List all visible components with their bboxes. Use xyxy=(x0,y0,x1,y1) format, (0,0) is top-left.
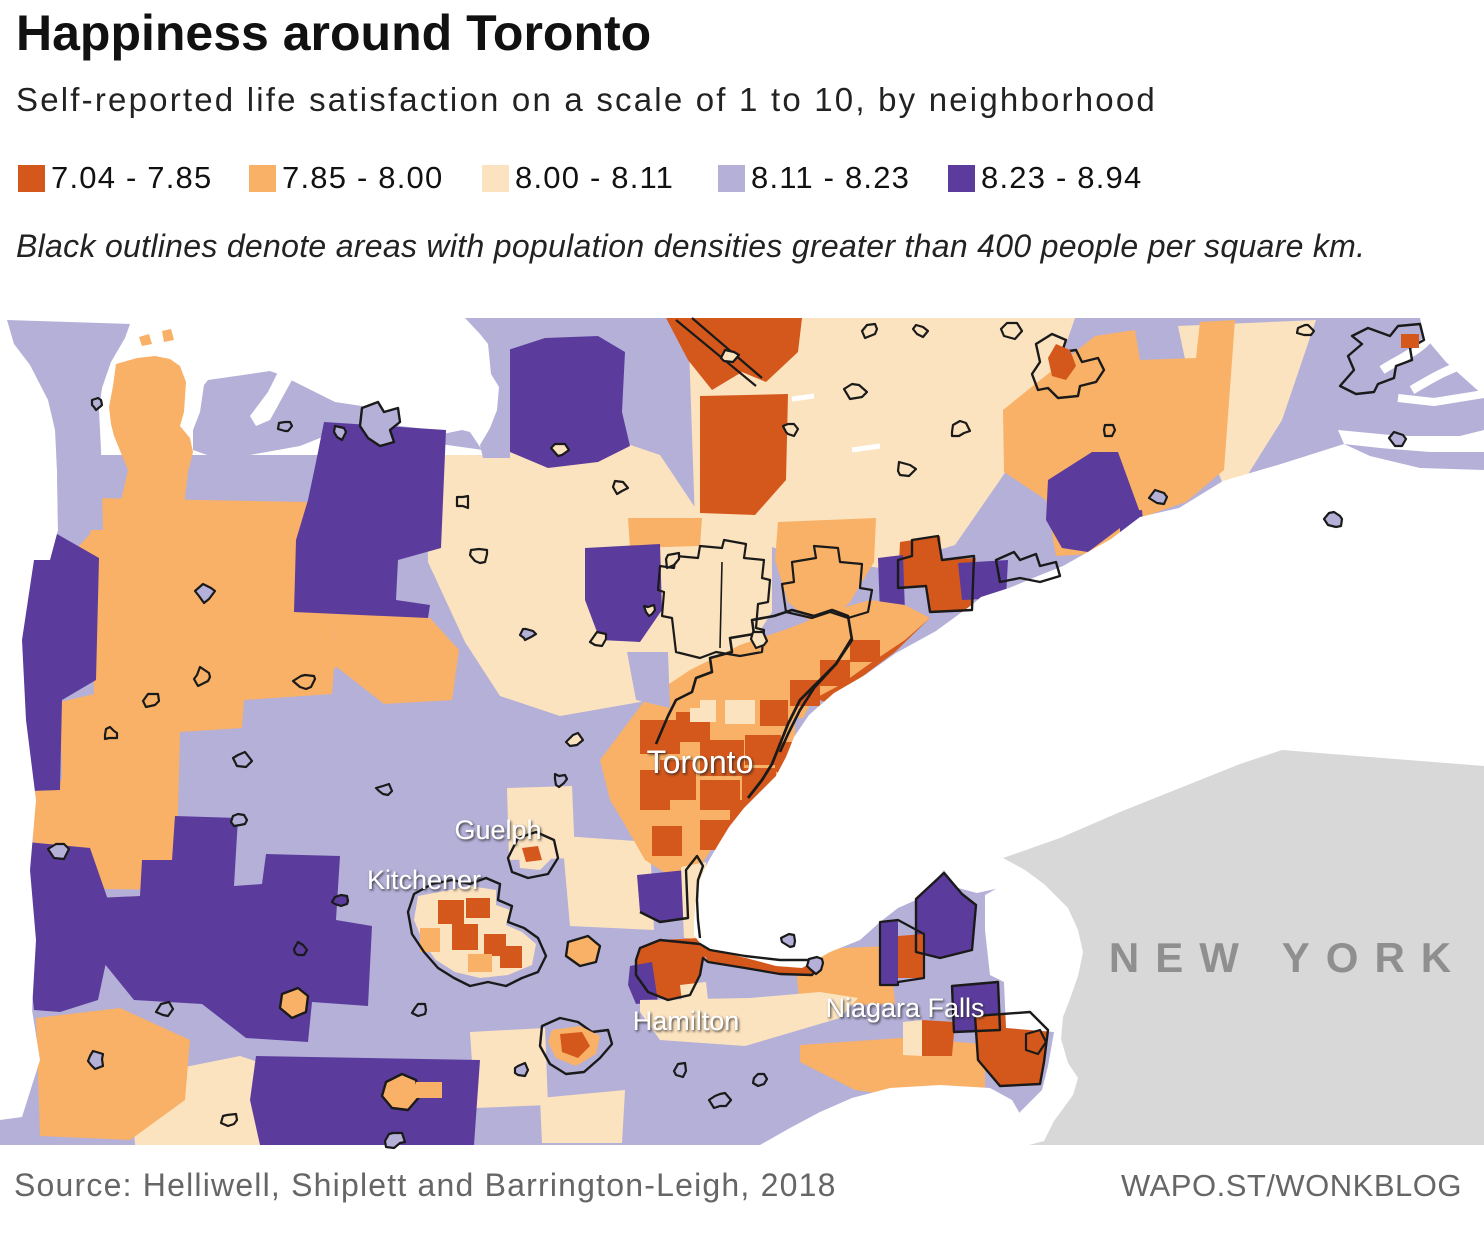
svg-text:7.04 - 7.85: 7.04 - 7.85 xyxy=(51,160,212,195)
svg-text:8.23 - 8.94: 8.23 - 8.94 xyxy=(981,160,1142,195)
svg-text:Happiness around Toronto: Happiness around Toronto xyxy=(16,5,651,61)
svg-text:8.11 - 8.23: 8.11 - 8.23 xyxy=(751,160,910,195)
svg-text:Black outlines denote areas wi: Black outlines denote areas with populat… xyxy=(16,228,1365,264)
svg-text:Guelph: Guelph xyxy=(454,815,541,845)
svg-text:NEW YORK: NEW YORK xyxy=(1109,934,1467,981)
svg-text:Self-reported life satisfactio: Self-reported life satisfaction on a sca… xyxy=(16,81,1157,118)
svg-text:7.85 - 8.00: 7.85 - 8.00 xyxy=(282,160,443,195)
svg-text:Hamilton: Hamilton xyxy=(633,1006,740,1036)
svg-text:Source: Helliwell, Shiplett an: Source: Helliwell, Shiplett and Barringt… xyxy=(14,1167,837,1203)
svg-text:WAPO.ST/WONKBLOG: WAPO.ST/WONKBLOG xyxy=(1121,1168,1462,1203)
svg-text:Toronto: Toronto xyxy=(647,744,754,780)
svg-text:8.00 - 8.11: 8.00 - 8.11 xyxy=(515,160,674,195)
svg-text:Kitchener: Kitchener xyxy=(367,865,481,895)
svg-text:Niagara Falls: Niagara Falls xyxy=(825,993,984,1023)
